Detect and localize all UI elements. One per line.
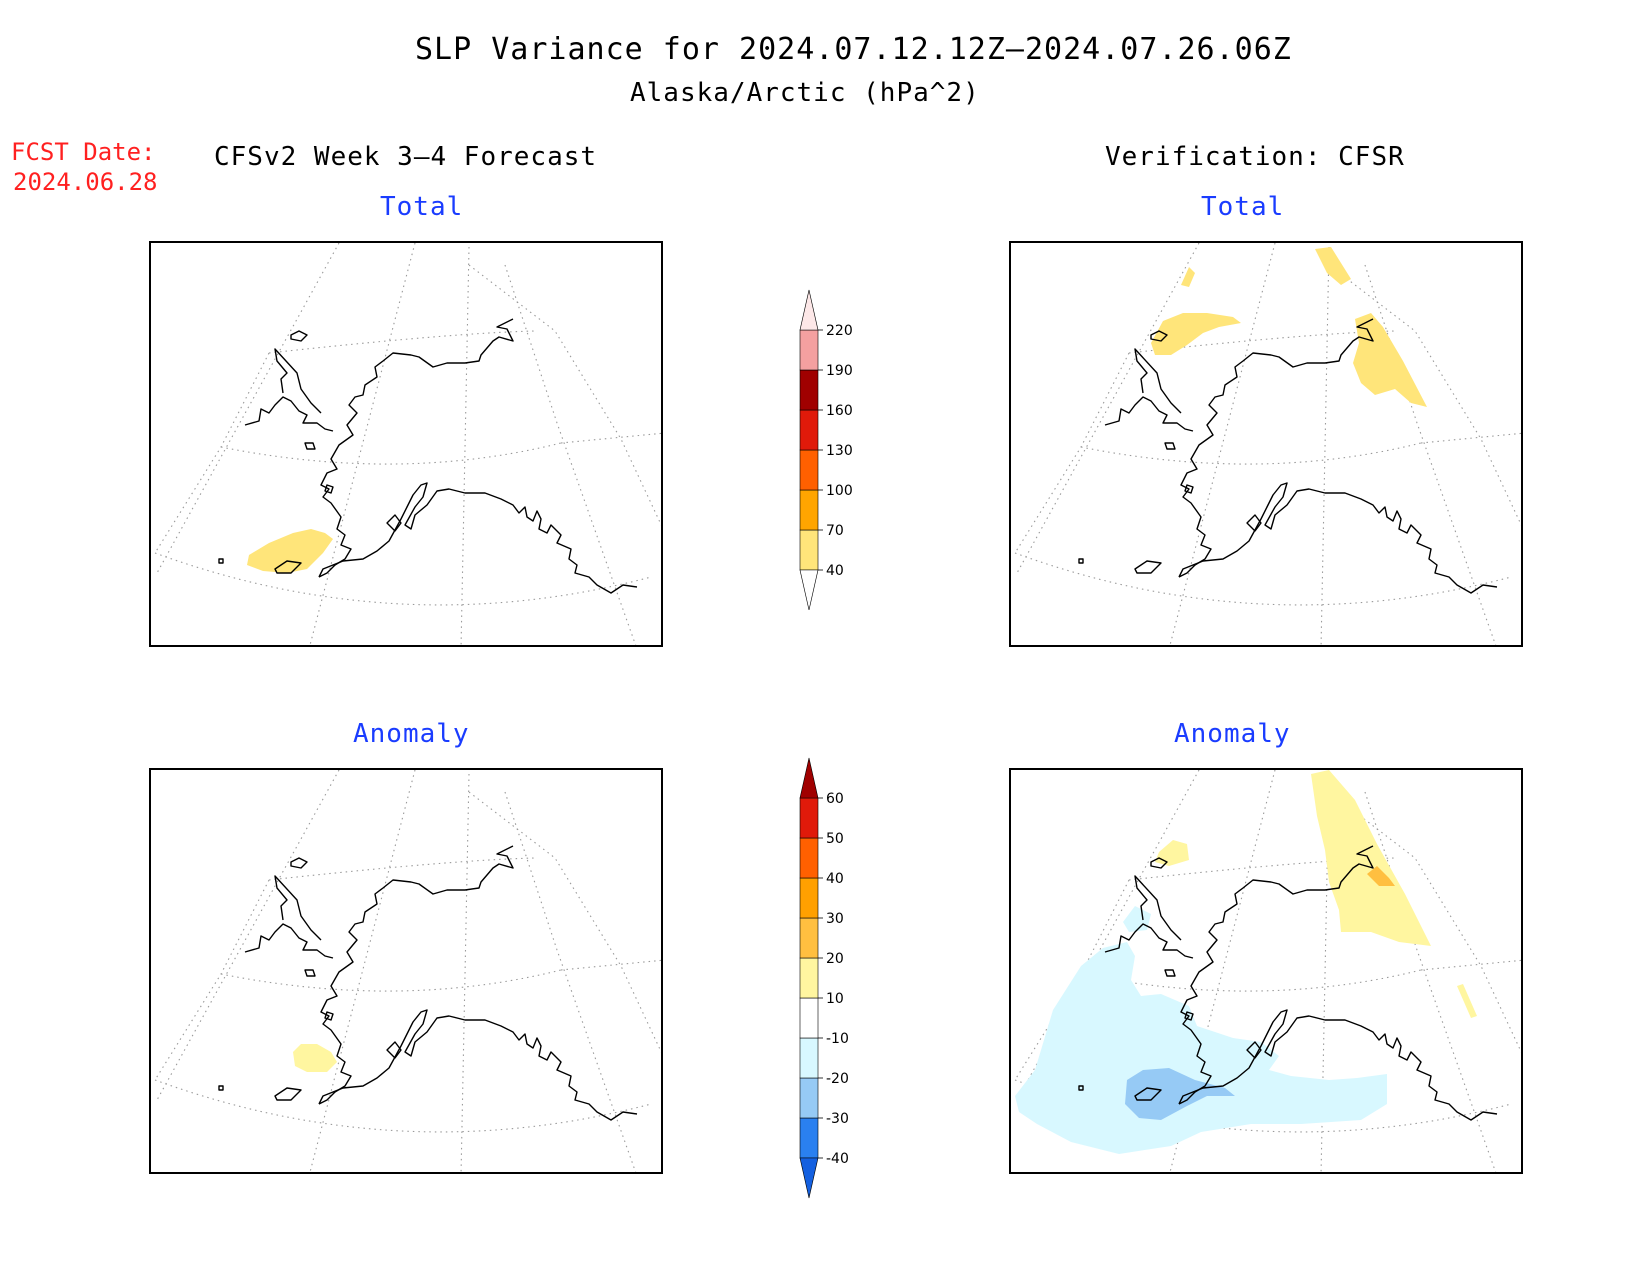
colorbar-box	[799, 449, 819, 491]
colorbar-triangle-bottom	[799, 1157, 819, 1199]
colorbar-label: 10	[826, 991, 844, 1007]
shade-forecast-anomaly-bering	[293, 1044, 337, 1072]
colorbar-label: -10	[826, 1031, 849, 1047]
left-column-title: CFSv2 Week 3–4 Forecast	[214, 142, 598, 172]
colorbar-label: -40	[826, 1151, 849, 1167]
colorbar-triangle-top	[799, 757, 819, 799]
shade-verification-anomaly-orange	[1367, 866, 1395, 886]
colorbar-box	[799, 1037, 819, 1079]
shade-verification-total-arctic-tip	[1181, 267, 1195, 287]
coastline	[218, 845, 638, 1121]
colorbar-box	[799, 997, 819, 1039]
chart-subtitle: Alaska/Arctic (hPa^2)	[630, 78, 980, 108]
colorbar-label: -30	[826, 1111, 849, 1127]
colorbar-label: 40	[826, 563, 844, 579]
colorbar-label: 70	[826, 523, 844, 539]
colorbar-total: 40 70 100 130 160 190 220	[799, 289, 853, 610]
coastline	[218, 318, 638, 594]
colorbar-label: 160	[826, 403, 853, 419]
shade-verification-anomaly-yellow-edge	[1457, 984, 1477, 1018]
colorbar-label: 30	[826, 911, 844, 927]
shade-forecast-total-bering	[247, 529, 333, 573]
shade-verification-total-top	[1315, 247, 1351, 285]
shade-verification-anomaly-yellow-west	[1155, 840, 1189, 866]
chart-title: SLP Variance for 2024.07.12.12Z–2024.07.…	[415, 32, 1292, 67]
shade-verification-total-yukon	[1353, 313, 1427, 407]
colorbar-label: 190	[826, 363, 853, 379]
colorbar-box	[799, 837, 819, 879]
colorbar-box	[799, 329, 819, 371]
colorbar-triangle-bottom	[799, 569, 819, 610]
colorbar-box	[799, 409, 819, 451]
panel-label-verification-anomaly: Anomaly	[1174, 719, 1291, 749]
colorbar-label: 60	[826, 791, 844, 807]
colorbar-label: 220	[826, 323, 853, 339]
map-graticule	[1014, 243, 1521, 645]
map-forecast-total	[149, 241, 663, 647]
shade-verification-total-east-siberia	[1151, 313, 1241, 355]
map-verification-anomaly	[1009, 768, 1523, 1174]
colorbar-triangle-top	[799, 289, 819, 331]
colorbar-box	[799, 1117, 819, 1159]
colorbar-box	[799, 489, 819, 531]
shade-verification-anomaly-lightblue	[1015, 942, 1387, 1154]
colorbar-box	[799, 369, 819, 411]
colorbar-box	[799, 1077, 819, 1119]
shade-verification-anomaly-blue	[1125, 1068, 1235, 1120]
colorbar-box	[799, 529, 819, 571]
panel-label-verification-total: Total	[1201, 192, 1285, 222]
colorbar-label: 20	[826, 951, 844, 967]
colorbar-label: 40	[826, 871, 844, 887]
shade-verification-anomaly-lightblue-north	[1123, 906, 1151, 932]
colorbar-label: 100	[826, 483, 853, 499]
colorbar-box	[799, 797, 819, 839]
colorbar-box	[799, 917, 819, 959]
colorbar-anomaly: -40 -30 -20 -10 10 20 30 40 50 60	[799, 757, 849, 1199]
panel-label-forecast-anomaly: Anomaly	[353, 719, 470, 749]
fcst-date: 2024.06.28	[13, 168, 158, 196]
map-graticule	[154, 770, 661, 1172]
map-verification-total	[1009, 241, 1523, 647]
right-column-title: Verification: CFSR	[1105, 142, 1405, 172]
shade-verification-anomaly-yellow-east	[1311, 770, 1431, 946]
colorbar-label: 50	[826, 831, 844, 847]
panel-label-forecast-total: Total	[380, 192, 464, 222]
map-graticule	[154, 243, 661, 645]
colorbar-label: -20	[826, 1071, 849, 1087]
coastline	[1078, 845, 1498, 1121]
coastline	[1078, 318, 1498, 594]
fcst-label: FCST Date:	[11, 138, 156, 166]
colorbar-box	[799, 877, 819, 919]
colorbar-label: 130	[826, 443, 853, 459]
map-forecast-anomaly	[149, 768, 663, 1174]
colorbar-box	[799, 957, 819, 999]
